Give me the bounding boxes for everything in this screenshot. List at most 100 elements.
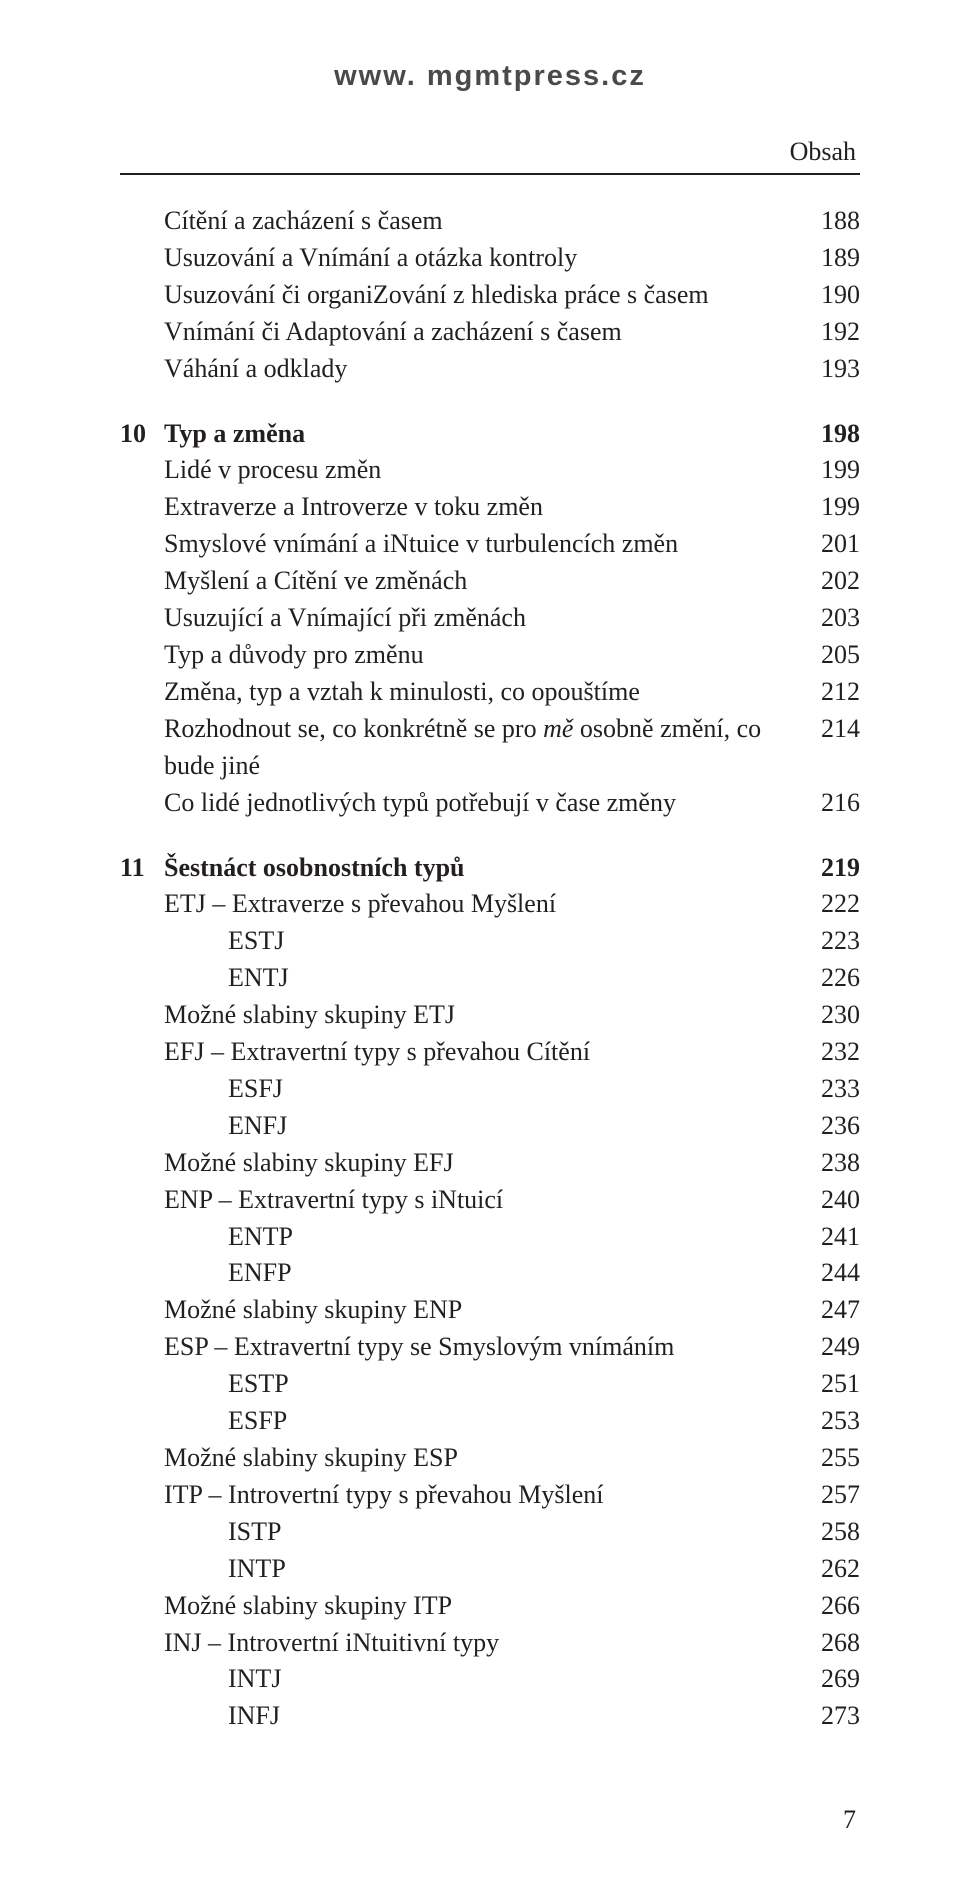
toc-page-number: 219 [800, 850, 860, 887]
toc-page-number: 258 [800, 1514, 860, 1551]
toc-row: ENFP244 [120, 1255, 860, 1292]
toc-row: 11Šestnáct osobnostních typů219 [120, 850, 860, 887]
toc-row: ETJ – Extraverze s převahou Myšlení222 [120, 886, 860, 923]
toc-page-number: 255 [800, 1440, 860, 1477]
toc-page-number: 253 [800, 1403, 860, 1440]
toc-page-number: 203 [800, 600, 860, 637]
toc-label: ITP – Introvertní typy s převahou Myšlen… [120, 1477, 800, 1514]
toc-row: ESTP251 [120, 1366, 860, 1403]
toc-row: Smyslové vnímání a iNtuice v turbulencíc… [120, 526, 860, 563]
divider-rule [120, 173, 860, 175]
toc-page-number: 232 [800, 1034, 860, 1071]
toc-page-number: 238 [800, 1145, 860, 1182]
toc-label: ISTP [120, 1514, 800, 1551]
toc-page-number: 216 [800, 785, 860, 822]
toc-page-number: 240 [800, 1182, 860, 1219]
toc-page-number: 257 [800, 1477, 860, 1514]
toc-block: Cítění a zacházení s časem188Usuzování a… [120, 203, 860, 388]
toc-row: INTJ269 [120, 1661, 860, 1698]
toc-block: 10Typ a změna198Lidé v procesu změn199Ex… [120, 416, 860, 822]
toc-page-number: 244 [800, 1255, 860, 1292]
toc-page-number: 230 [800, 997, 860, 1034]
toc-label: INTP [120, 1551, 800, 1588]
chapter-title: Šestnáct osobnostních typů [164, 853, 465, 882]
toc-page-number: 198 [800, 416, 860, 453]
toc-page-number: 190 [800, 277, 860, 314]
toc-label: Možné slabiny skupiny EFJ [120, 1145, 800, 1182]
toc-page-number: 226 [800, 960, 860, 997]
toc-label: Smyslové vnímání a iNtuice v turbulencíc… [120, 526, 800, 563]
toc-label: Co lidé jednotlivých typů potřebují v ča… [120, 785, 800, 822]
toc-page-number: 249 [800, 1329, 860, 1366]
toc-page-number: 262 [800, 1551, 860, 1588]
toc-row: INFJ273 [120, 1698, 860, 1735]
toc-row: ENTP241 [120, 1219, 860, 1256]
toc-block: 11Šestnáct osobnostních typů219ETJ – Ext… [120, 850, 860, 1736]
toc-page-number: 247 [800, 1292, 860, 1329]
toc-page-number: 251 [800, 1366, 860, 1403]
toc-label: Cítění a zacházení s časem [120, 203, 800, 240]
toc-row: ENFJ236 [120, 1108, 860, 1145]
toc-label: 11Šestnáct osobnostních typů [120, 850, 800, 887]
table-of-contents: Cítění a zacházení s časem188Usuzování a… [120, 203, 860, 1735]
toc-label: Vnímání či Adaptování a zacházení s čase… [120, 314, 800, 351]
toc-label: 10Typ a změna [120, 416, 800, 453]
toc-page-number: 202 [800, 563, 860, 600]
toc-label: Možné slabiny skupiny ENP [120, 1292, 800, 1329]
toc-label: ESP – Extravertní typy se Smyslovým vním… [120, 1329, 800, 1366]
toc-page-number: 201 [800, 526, 860, 563]
toc-label: ENFP [120, 1255, 800, 1292]
toc-row: ISTP258 [120, 1514, 860, 1551]
toc-label: ENFJ [120, 1108, 800, 1145]
toc-row: Usuzování a Vnímání a otázka kontroly189 [120, 240, 860, 277]
toc-label: Usuzování či organiZování z hlediska prá… [120, 277, 800, 314]
toc-page-number: 268 [800, 1625, 860, 1662]
toc-label: Možné slabiny skupiny ITP [120, 1588, 800, 1625]
toc-page-number: 241 [800, 1219, 860, 1256]
toc-row: Myšlení a Cítění ve změnách202 [120, 563, 860, 600]
section-label-obsah: Obsah [120, 137, 860, 167]
chapter-number: 10 [120, 416, 164, 453]
header-url: www. mgmtpress.cz [120, 60, 860, 93]
toc-row: Možné slabiny skupiny ITP266 [120, 1588, 860, 1625]
toc-page-number: 199 [800, 489, 860, 526]
toc-label: ESFP [120, 1403, 800, 1440]
toc-row: Rozhodnout se, co konkrétně se pro mě os… [120, 711, 860, 785]
toc-row: ESP – Extravertní typy se Smyslovým vním… [120, 1329, 860, 1366]
toc-label: Usuzování a Vnímání a otázka kontroly [120, 240, 800, 277]
toc-page-number: 266 [800, 1588, 860, 1625]
toc-page-number: 269 [800, 1661, 860, 1698]
toc-row: Usuzující a Vnímající při změnách203 [120, 600, 860, 637]
toc-page-number: 222 [800, 886, 860, 923]
toc-row: ESTJ223 [120, 923, 860, 960]
toc-row: Možné slabiny skupiny EFJ238 [120, 1145, 860, 1182]
toc-row: Možné slabiny skupiny ENP247 [120, 1292, 860, 1329]
toc-page-number: 205 [800, 637, 860, 674]
toc-row: Možné slabiny skupiny ETJ230 [120, 997, 860, 1034]
toc-label: Typ a důvody pro změnu [120, 637, 800, 674]
toc-page-number: 236 [800, 1108, 860, 1145]
toc-label: INTJ [120, 1661, 800, 1698]
footer-page-number: 7 [120, 1805, 860, 1835]
document-page: www. mgmtpress.cz Obsah Cítění a zacháze… [0, 0, 960, 1895]
toc-row: Váhání a odklady193 [120, 351, 860, 388]
toc-label: Možné slabiny skupiny ETJ [120, 997, 800, 1034]
toc-label: Váhání a odklady [120, 351, 800, 388]
toc-row: ENP – Extravertní typy s iNtuicí240 [120, 1182, 860, 1219]
toc-row: Lidé v procesu změn199 [120, 452, 860, 489]
toc-row: Možné slabiny skupiny ESP255 [120, 1440, 860, 1477]
toc-label: EFJ – Extravertní typy s převahou Cítění [120, 1034, 800, 1071]
toc-row: ITP – Introvertní typy s převahou Myšlen… [120, 1477, 860, 1514]
toc-page-number: 199 [800, 452, 860, 489]
toc-label: ESTP [120, 1366, 800, 1403]
toc-row: ENTJ226 [120, 960, 860, 997]
toc-label: ENTJ [120, 960, 800, 997]
toc-row: Usuzování či organiZování z hlediska prá… [120, 277, 860, 314]
toc-row: Změna, typ a vztah k minulosti, co opouš… [120, 674, 860, 711]
toc-page-number: 193 [800, 351, 860, 388]
toc-row: 10Typ a změna198 [120, 416, 860, 453]
toc-row: Cítění a zacházení s časem188 [120, 203, 860, 240]
toc-page-number: 233 [800, 1071, 860, 1108]
toc-row: EFJ – Extravertní typy s převahou Cítění… [120, 1034, 860, 1071]
toc-page-number: 189 [800, 240, 860, 277]
